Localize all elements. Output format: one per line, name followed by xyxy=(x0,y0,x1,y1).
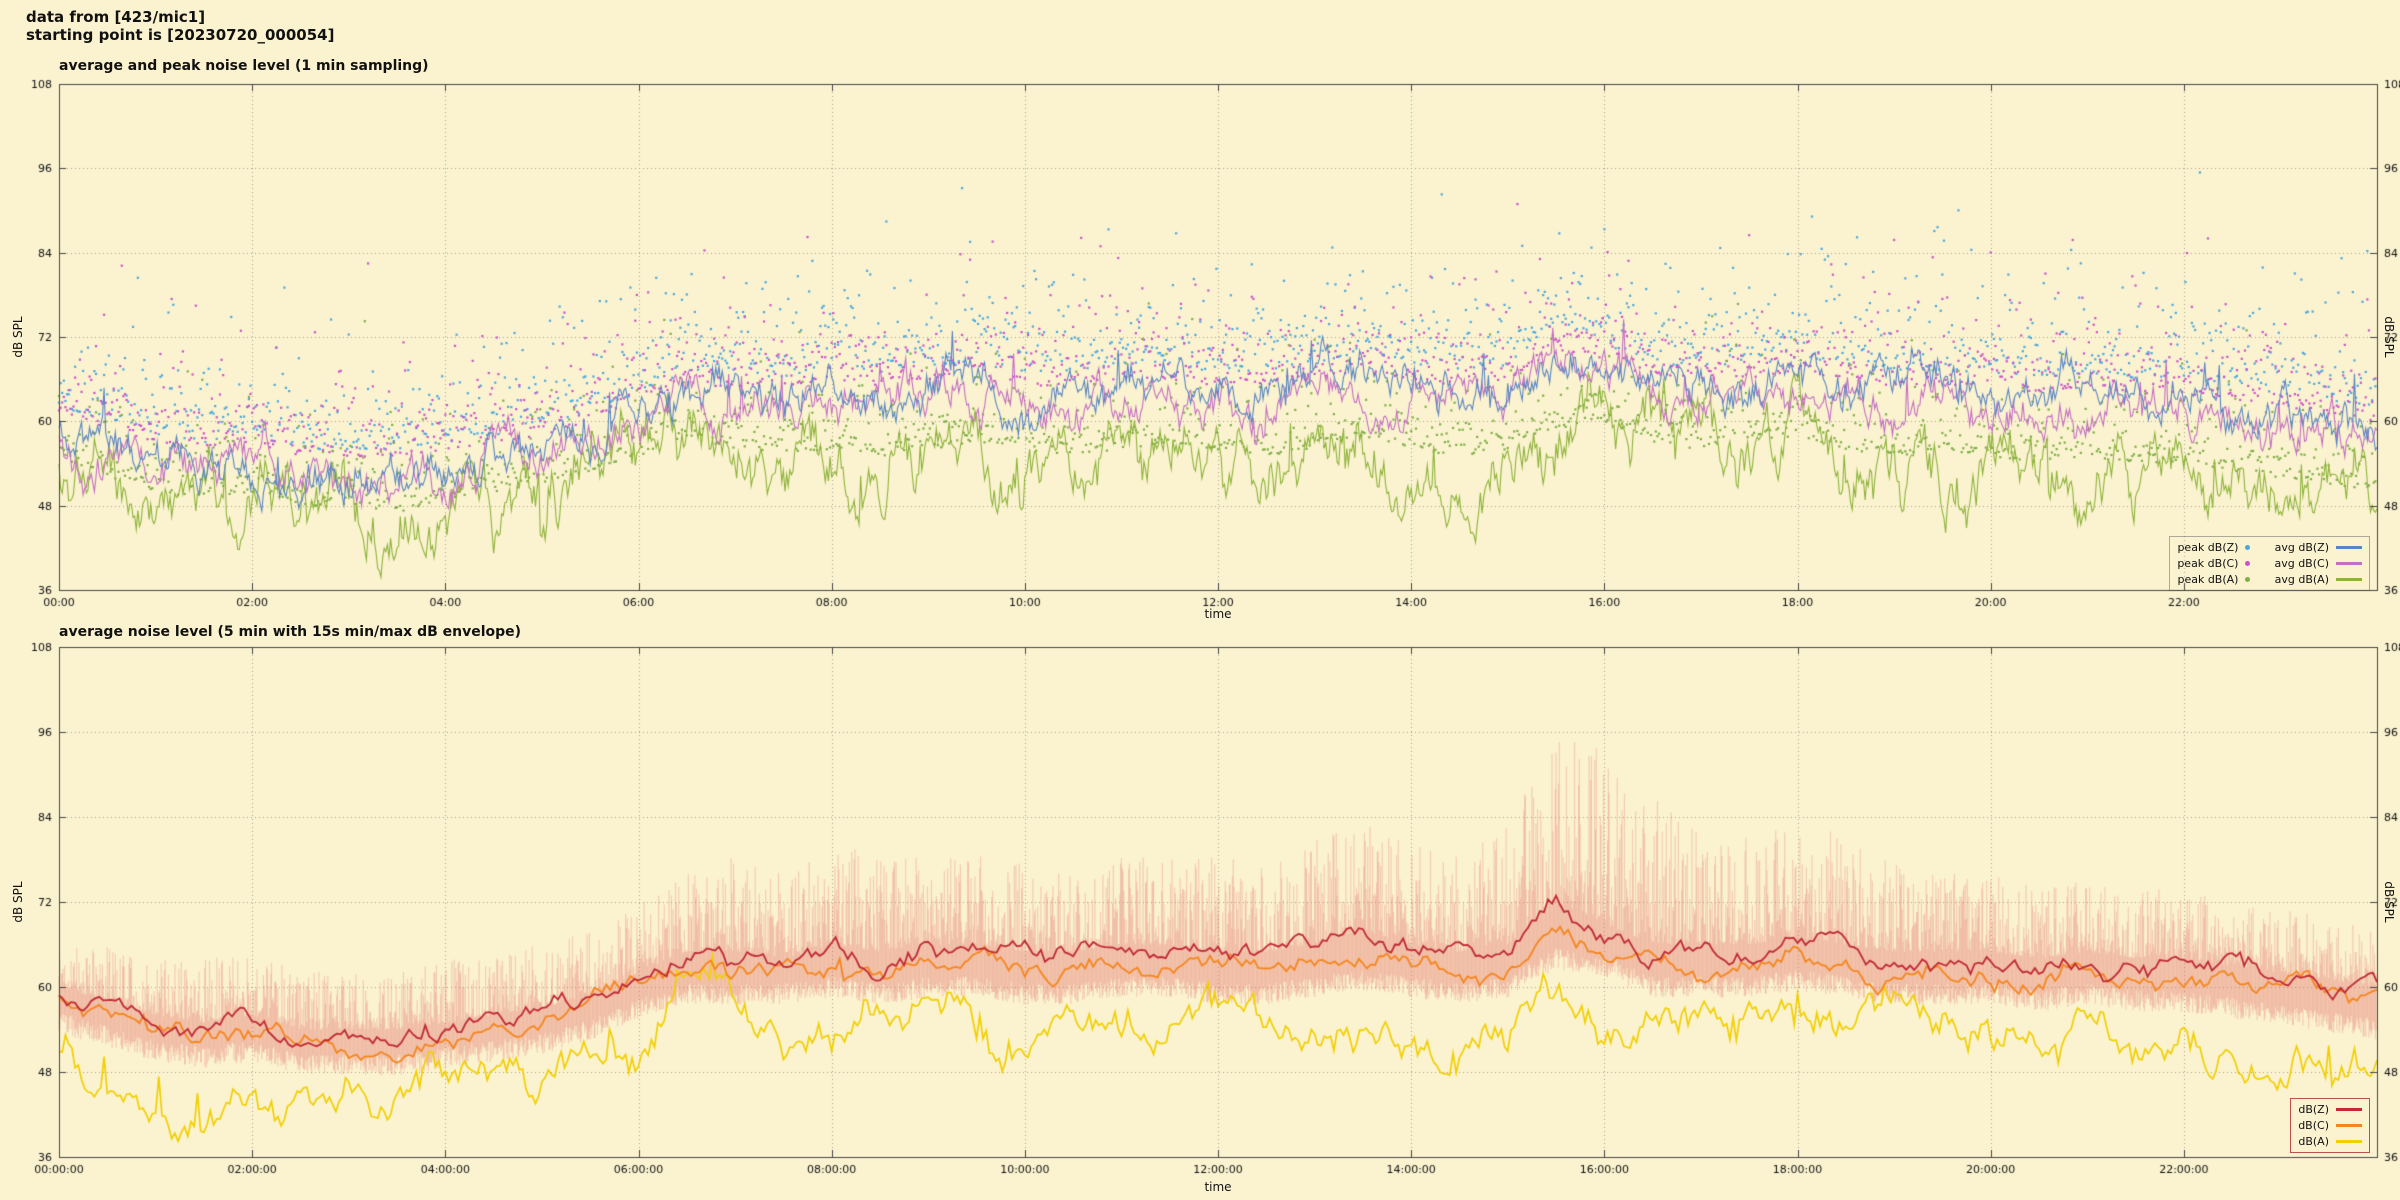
legend-dot-marker-icon xyxy=(2245,545,2251,550)
start-point-label: starting point is [20230720_000054] xyxy=(26,26,335,44)
legend-line-marker-icon xyxy=(2336,562,2362,565)
legend-entry-peak-db-c: peak dB(C) xyxy=(2177,556,2251,571)
legend-label: peak dB(A) xyxy=(2177,573,2239,586)
legend-entry-db-z: dB(Z) xyxy=(2298,1102,2362,1117)
data-source-label: data from [423/mic1] xyxy=(26,8,206,26)
legend-line-marker-icon xyxy=(2336,546,2362,549)
panel1-ylabel-left: dB SPL xyxy=(11,316,25,358)
legend-line-marker-icon xyxy=(2336,1140,2362,1143)
panel2-ylabel-right: dB SPL xyxy=(2382,881,2396,923)
panel1-title: average and peak noise level (1 min samp… xyxy=(59,58,429,74)
legend-dot-marker-icon xyxy=(2245,577,2251,582)
legend-entry-avg-db-a: avg dB(A) xyxy=(2274,572,2362,587)
legend-entry-peak-db-z: peak dB(Z) xyxy=(2177,540,2251,555)
legend-entry-db-c: dB(C) xyxy=(2298,1118,2362,1133)
legend-entry-avg-db-z: avg dB(Z) xyxy=(2274,540,2362,555)
panel2-title: average noise level (5 min with 15s min/… xyxy=(59,624,522,640)
legend-label: peak dB(C) xyxy=(2177,557,2239,570)
panel2-ylabel-left: dB SPL xyxy=(11,881,25,923)
legend-label: dB(C) xyxy=(2298,1119,2329,1132)
legend-line-marker-icon xyxy=(2336,1108,2362,1111)
legend-label: dB(Z) xyxy=(2298,1103,2329,1116)
legend-label: avg dB(Z) xyxy=(2274,541,2329,554)
legend-entry-peak-db-a: peak dB(A) xyxy=(2177,572,2251,587)
legend-line-marker-icon xyxy=(2336,1124,2362,1127)
panel1-ylabel-right: dB SPL xyxy=(2382,316,2396,358)
legend-label: avg dB(C) xyxy=(2274,557,2329,570)
panel1-xlabel: time xyxy=(1204,607,1232,621)
legend-label: peak dB(Z) xyxy=(2177,541,2239,554)
legend-label: dB(A) xyxy=(2298,1135,2329,1148)
legend-dot-marker-icon xyxy=(2245,561,2251,566)
panel2-legend: dB(Z) dB(C) dB(A) xyxy=(2290,1098,2370,1153)
legend-entry-db-a: dB(A) xyxy=(2298,1134,2362,1149)
legend-line-marker-icon xyxy=(2336,578,2362,581)
legend-label: avg dB(A) xyxy=(2274,573,2329,586)
panel2-xlabel: time xyxy=(1204,1180,1232,1194)
legend-entry-avg-db-c: avg dB(C) xyxy=(2274,556,2362,571)
panel1-legend: peak dB(Z) avg dB(Z) peak dB(C) avg dB(C) pe… xyxy=(2169,536,2370,591)
